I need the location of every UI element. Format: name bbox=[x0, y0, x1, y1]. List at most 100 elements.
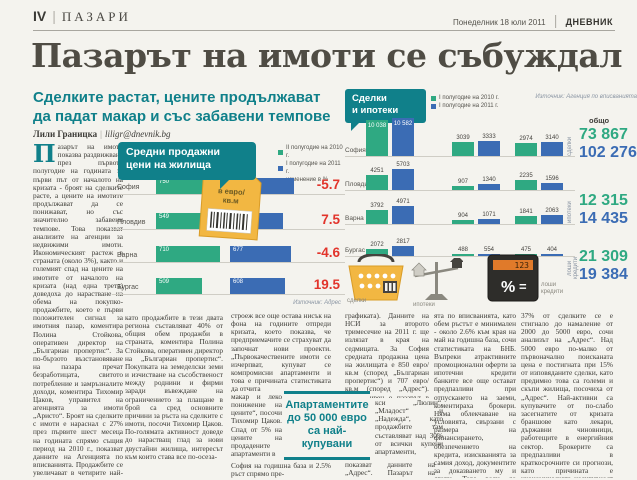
deals-bar-value: 5703 bbox=[396, 162, 410, 168]
deals-bar-value: 2817 bbox=[396, 239, 410, 245]
icon-caption-deals: сделки bbox=[347, 298, 367, 304]
total-лоши кредити: 21 309 19 384 bbox=[579, 248, 637, 284]
calculator-icon: 123 % = bbox=[487, 254, 539, 302]
deals-bar-ипотеки-2010 bbox=[452, 254, 474, 256]
deals-bar-value: 2235 bbox=[519, 173, 533, 179]
deals-source: Източник: Агенция по вписванията bbox=[535, 94, 637, 100]
svg-text:123: 123 bbox=[515, 261, 530, 270]
total-ипотеки: 12 315 14 435 bbox=[579, 192, 637, 228]
price-bar-2010: 509 bbox=[156, 278, 202, 294]
deals-row-city: Варна bbox=[345, 215, 364, 222]
brand-name: ДНЕВНИК bbox=[565, 17, 613, 27]
total-2011: 102 276 bbox=[579, 144, 637, 161]
deals-bar-value: 3039 bbox=[456, 135, 470, 141]
deals-bar-value: 1340 bbox=[482, 177, 496, 183]
masthead-rule bbox=[33, 30, 615, 31]
page-number: IV bbox=[33, 8, 47, 24]
subhead-line-1: Сделките растат, цените продължават bbox=[33, 89, 321, 106]
deals-bar-value: 2072 bbox=[370, 242, 384, 248]
deals-bar-ипотеки-2011 bbox=[478, 219, 500, 224]
deals-bar-сделки-2011 bbox=[392, 206, 414, 224]
price-bar-2011-value: 608 bbox=[233, 279, 244, 285]
deals-bar-value: 2063 bbox=[545, 208, 559, 214]
deals-bar-лоши кредити-2011 bbox=[541, 183, 563, 190]
price-row-city: Бургас bbox=[117, 284, 139, 291]
totals-header: общо bbox=[589, 116, 610, 125]
total-2010: 12 315 bbox=[579, 192, 628, 209]
deals-bar-сделки-2010 bbox=[366, 210, 388, 224]
deals-row-city: Бургас bbox=[345, 247, 366, 254]
masthead-divider: | bbox=[52, 8, 56, 24]
deals-legend: I полугодие на 2010 г. I полугодие на 20… bbox=[431, 94, 499, 110]
deals-bar-лоши кредити-2010 bbox=[515, 180, 537, 190]
price-row-city: Пловдив bbox=[117, 219, 146, 226]
price-bar-2010-value: 750 bbox=[159, 179, 170, 185]
legend-swatch-blue bbox=[278, 165, 283, 171]
deals-bar-ипотеки-2010 bbox=[452, 142, 474, 156]
deals-bar-value: 3792 bbox=[370, 203, 384, 209]
legend-swatch-blue-2 bbox=[431, 103, 436, 109]
prices-title-pointer bbox=[220, 178, 231, 189]
price-change-pct: 19.5 bbox=[313, 277, 340, 292]
deals-bar-value: 907 bbox=[457, 179, 468, 185]
masthead-left: IV | ПАЗАРИ bbox=[33, 8, 131, 26]
deals-bar-сделки-2011 bbox=[392, 169, 414, 190]
legend-swatch-green-2 bbox=[431, 95, 436, 101]
deals-bar-сделки-2010 bbox=[366, 175, 388, 190]
prices-source: Източник: Адрес bbox=[293, 300, 341, 306]
deals-chart-title: Сделки и ипотеки bbox=[345, 89, 426, 123]
legend-label-2010: II полугодие на 2010 г. bbox=[286, 145, 343, 159]
legend-label-2011: I полугодие на 2011 г. bbox=[286, 161, 341, 175]
article-column-5: ята по вписванията, като обем ръстът е м… bbox=[434, 312, 516, 478]
price-change-pct: 7.5 bbox=[321, 212, 340, 227]
total-2011: 19 384 bbox=[579, 266, 628, 283]
deals-bar-value: 488 bbox=[457, 247, 468, 253]
article-column-6: 37% от сделките се е стигнало до намален… bbox=[521, 312, 613, 478]
deals-bar-value: 475 bbox=[520, 247, 531, 253]
deals-bar-сделки-2011 bbox=[392, 118, 414, 156]
masthead-divider-2: | bbox=[553, 12, 558, 28]
byline-separator: | bbox=[100, 129, 102, 139]
legend-swatch-green bbox=[278, 149, 283, 155]
deals-bar-ипотеки-2011 bbox=[478, 141, 500, 156]
price-bar-2011: 677 bbox=[230, 246, 291, 262]
price-bar-2011: 608 bbox=[230, 278, 285, 294]
deals-row-Варна: Варна 3792 4971 904 1071 1841 2063 bbox=[345, 182, 575, 225]
svg-text:%: % bbox=[501, 279, 515, 296]
price-row-city: Варна bbox=[117, 252, 138, 259]
deals-legend-2011: I полугодие на 2011 г. bbox=[439, 103, 499, 109]
article-column-4c: показват данните на „Адрес“. Пазарът на … bbox=[345, 461, 435, 478]
total-label-лоши кредити: лоши кредити bbox=[567, 256, 579, 280]
deals-bar-value: 404 bbox=[546, 247, 557, 253]
mortgage-scale-icon bbox=[411, 258, 463, 300]
prices-chart-title: Средни продажни цени на жилища bbox=[118, 142, 256, 180]
price-row-city: София bbox=[117, 184, 140, 191]
total-label-ипотеки: ипотеки bbox=[567, 201, 573, 223]
issue-date: Понеделник 18 юли 2011 bbox=[452, 18, 546, 27]
price-bar-2010-value: 509 bbox=[159, 279, 170, 285]
article-column-4b: кси „Люлин“, „Младост“ и „Надежда“, като… bbox=[375, 399, 443, 456]
deals-bar-лоши кредити-2011 bbox=[541, 215, 563, 224]
tag-unit-line-1: в евро/ bbox=[218, 186, 246, 197]
deals-row-city: Пловдив bbox=[345, 181, 372, 188]
deals-bar-value: 10 582 bbox=[393, 121, 413, 127]
deals-bar-value: 2974 bbox=[519, 136, 533, 142]
price-bar-2011-value: 677 bbox=[233, 247, 244, 253]
tag-unit-line-2: кв.м bbox=[222, 195, 239, 205]
deals-legend-2010: I полугодие на 2010 г. bbox=[439, 95, 499, 101]
deals-bar-ипотеки-2011 bbox=[478, 184, 500, 190]
deals-bar-лоши кредити-2010 bbox=[515, 143, 537, 156]
drop-cap: П bbox=[33, 143, 56, 168]
deals-bar-value: 1841 bbox=[519, 209, 533, 215]
deals-title-pointer bbox=[351, 122, 360, 131]
prices-title-line-1: Средни продажни bbox=[126, 146, 220, 158]
barcode bbox=[209, 211, 248, 231]
deals-bar-ипотеки-2010 bbox=[452, 220, 474, 224]
deals-bar-value: 3140 bbox=[545, 135, 559, 141]
price-change-pct: -4.6 bbox=[316, 245, 340, 260]
deals-bar-value: 4251 bbox=[370, 168, 384, 174]
deals-row-София: София 10 038 10 582 3039 3333 2974 3140 bbox=[345, 114, 575, 157]
deals-title-line-2: и ипотеки bbox=[352, 105, 399, 116]
svg-text:=: = bbox=[519, 279, 527, 294]
